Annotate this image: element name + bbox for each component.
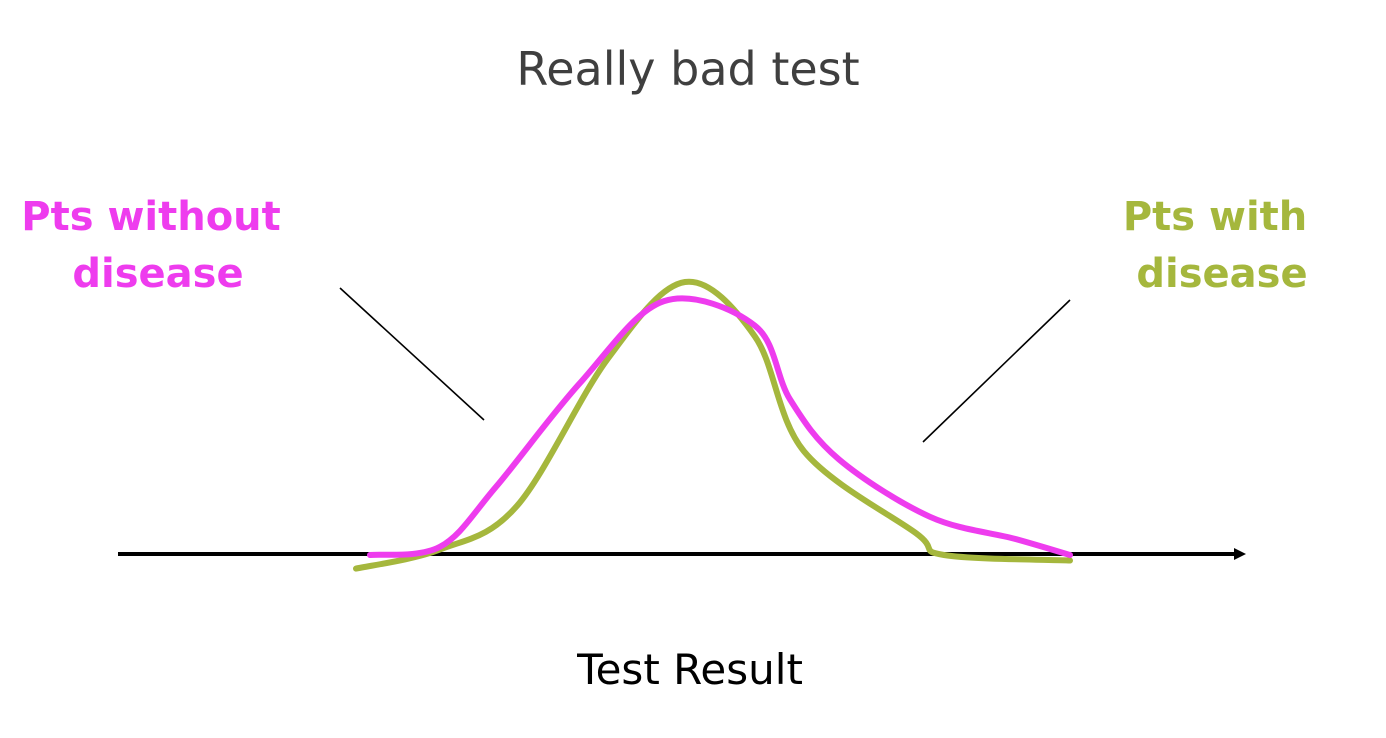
- legend-label-with-disease-line-1: Pts with: [1123, 194, 1307, 240]
- chart-title: Really bad test: [516, 42, 859, 96]
- series-line-without-disease: [367, 295, 1073, 558]
- legend-pointer-without-disease: [339, 287, 485, 421]
- legend-label-without-disease-line-1: Pts without: [21, 194, 281, 240]
- legend-label-with-disease: Pts with disease: [1123, 194, 1321, 297]
- legend-label-without-disease: Pts without disease: [21, 194, 294, 297]
- legend-pointer-with-disease: [922, 299, 1071, 443]
- legend-label-without-disease-line-2: disease: [72, 251, 243, 297]
- series-line-with-disease: [353, 278, 1073, 572]
- legend-label-with-disease-line-2: disease: [1136, 251, 1307, 297]
- series-layer: [353, 278, 1073, 572]
- x-axis-arrowhead: [1234, 548, 1246, 560]
- x-axis-label: Test Result: [576, 645, 803, 694]
